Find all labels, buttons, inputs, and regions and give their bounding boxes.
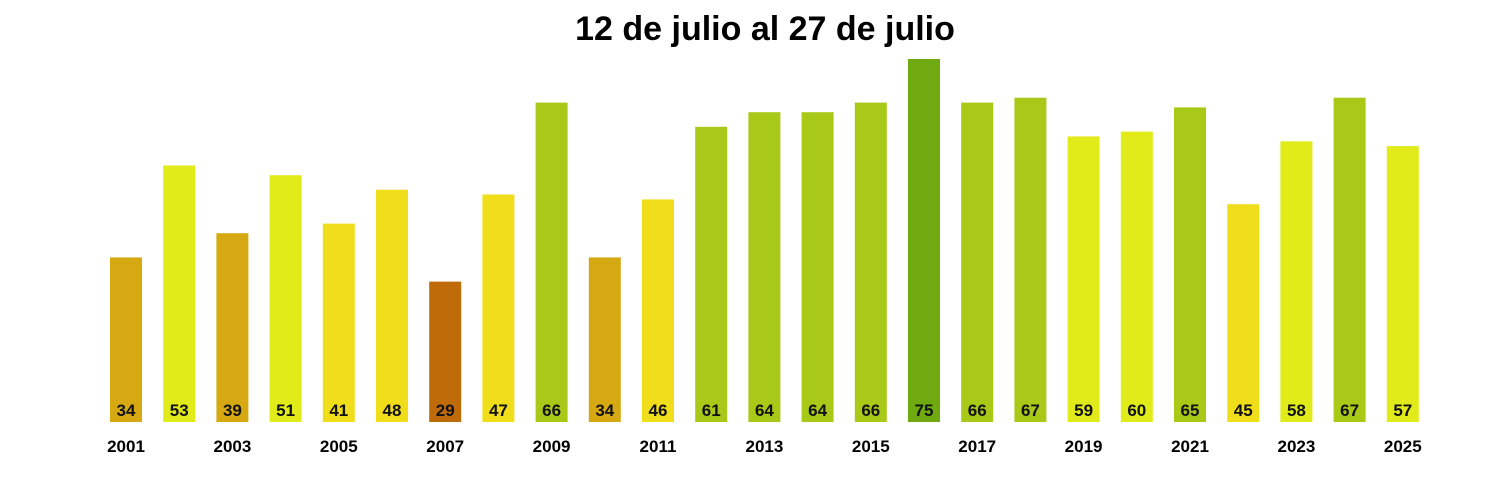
value-label-2011: 46 xyxy=(649,401,668,420)
bar-2010 xyxy=(588,257,621,422)
bar-2002 xyxy=(163,165,196,422)
x-tick-2013: 2013 xyxy=(745,437,783,456)
x-tick-2003: 2003 xyxy=(213,437,251,456)
value-label-2016: 75 xyxy=(915,401,934,420)
bar-2013 xyxy=(748,112,781,422)
bar-2017 xyxy=(961,102,994,422)
bar-2007 xyxy=(429,281,462,422)
bar-2020 xyxy=(1120,131,1153,422)
bar-2025 xyxy=(1386,146,1419,422)
chart-title: 12 de julio al 27 de julio xyxy=(575,10,955,48)
x-tick-2023: 2023 xyxy=(1277,437,1315,456)
x-tick-2011: 2011 xyxy=(640,437,677,456)
bar-2006 xyxy=(376,189,408,422)
value-label-2015: 66 xyxy=(861,401,880,420)
value-label-2021: 65 xyxy=(1181,401,1200,420)
bar-2012 xyxy=(695,126,728,423)
bar-2023 xyxy=(1280,141,1313,423)
bar-2021 xyxy=(1174,107,1206,423)
x-tick-2007: 2007 xyxy=(426,437,464,456)
bar-2003 xyxy=(216,233,249,422)
x-tick-2021: 2021 xyxy=(1171,437,1209,456)
bar-2015 xyxy=(854,102,887,422)
value-label-2024: 67 xyxy=(1340,401,1359,420)
x-tick-2017: 2017 xyxy=(958,437,996,456)
value-label-2017: 66 xyxy=(968,401,987,420)
x-tick-2015: 2015 xyxy=(852,437,890,456)
bar-2024 xyxy=(1333,97,1366,422)
value-labels-group: 34 53 39 51 41 48 29 47 66 34 46 61 64 64 66 75 66 67 59 60… xyxy=(117,401,1413,420)
value-label-2007: 29 xyxy=(436,401,455,420)
bar-2001 xyxy=(110,257,142,422)
value-label-2012: 61 xyxy=(702,401,721,420)
x-axis-ticks-group: 2001 2003 2005 2007 2009 2011 2013 2015 2017 2019… xyxy=(107,437,1422,456)
value-label-2005: 41 xyxy=(329,401,348,420)
value-label-2004: 51 xyxy=(276,401,295,420)
x-tick-2001: 2001 xyxy=(107,437,145,456)
bar-2004 xyxy=(269,175,302,422)
value-label-2014: 64 xyxy=(808,401,827,420)
value-label-2008: 47 xyxy=(489,401,508,420)
value-label-2003: 39 xyxy=(223,401,242,420)
value-label-2022: 45 xyxy=(1234,401,1253,420)
value-label-2020: 60 xyxy=(1127,401,1146,420)
value-label-2013: 64 xyxy=(755,401,774,420)
value-label-2001: 34 xyxy=(117,401,136,420)
x-tick-2019: 2019 xyxy=(1065,437,1103,456)
bar-2019 xyxy=(1067,136,1100,422)
bar-2008 xyxy=(482,194,515,422)
bar-2011 xyxy=(642,199,674,422)
value-label-2018: 67 xyxy=(1021,401,1040,420)
value-label-2006: 48 xyxy=(383,401,402,420)
value-label-2009: 66 xyxy=(542,401,561,420)
x-tick-2009: 2009 xyxy=(533,437,571,456)
value-label-2019: 59 xyxy=(1074,401,1093,420)
value-label-2023: 58 xyxy=(1287,401,1306,420)
bars-group xyxy=(110,59,1419,423)
value-label-2025: 57 xyxy=(1393,401,1412,420)
bar-2009 xyxy=(535,102,568,422)
bar-2018 xyxy=(1014,97,1047,422)
bar-2016 xyxy=(908,59,940,422)
bar-2014 xyxy=(801,112,834,422)
value-label-2002: 53 xyxy=(170,401,189,420)
bar-2005 xyxy=(322,223,355,422)
bar-2022 xyxy=(1227,204,1260,422)
x-tick-2025: 2025 xyxy=(1384,437,1422,456)
x-tick-2005: 2005 xyxy=(320,437,358,456)
value-label-2010: 34 xyxy=(595,401,614,420)
